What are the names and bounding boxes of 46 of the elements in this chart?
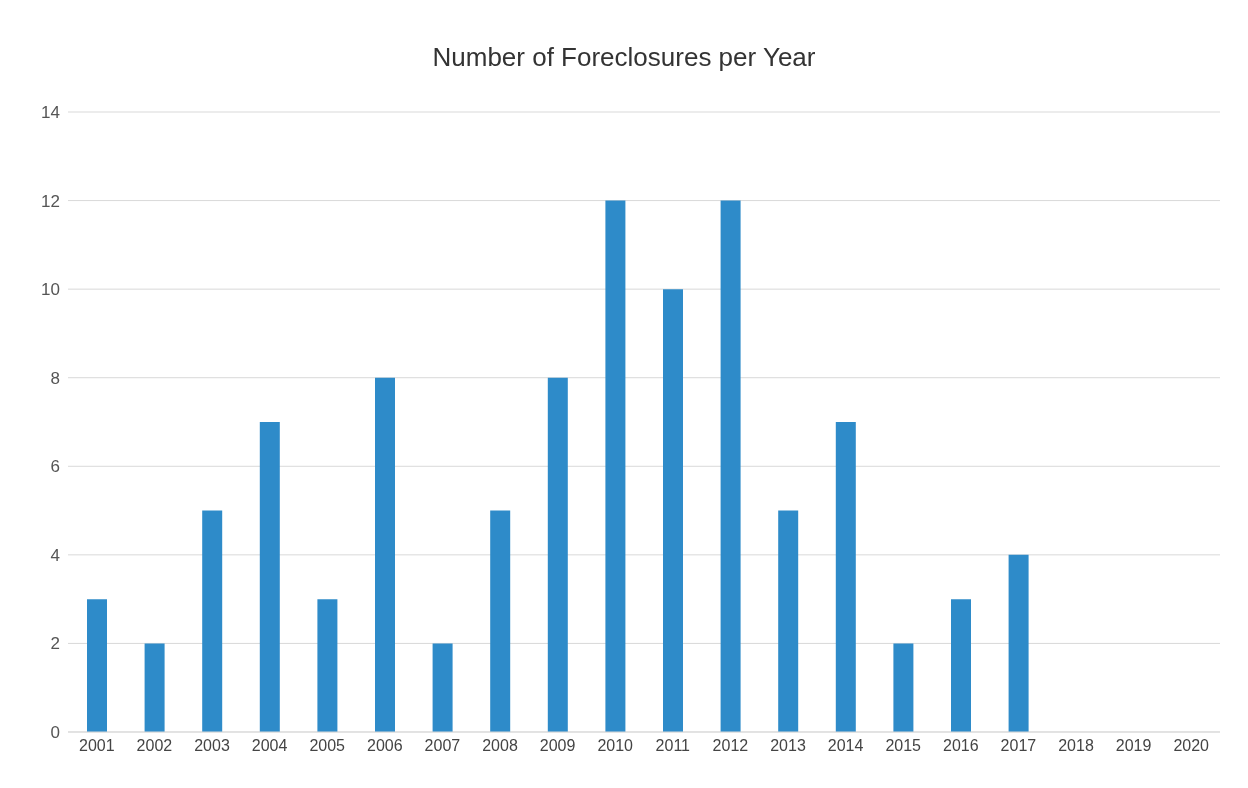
x-tick-label: 2001	[79, 737, 115, 755]
bar	[259, 422, 280, 732]
x-tick-label: 2018	[1058, 737, 1094, 755]
y-tick-label: 14	[41, 103, 60, 123]
x-tick-label: 2016	[943, 737, 979, 755]
bar	[144, 643, 165, 732]
x-tick-label: 2012	[712, 737, 749, 755]
x-tick-label: 2011	[655, 737, 691, 755]
bar	[547, 377, 568, 732]
bar	[893, 643, 914, 732]
bar	[605, 200, 626, 732]
bar	[835, 422, 856, 732]
x-tick-label: 2008	[482, 737, 518, 755]
y-tick-label: 8	[50, 368, 60, 388]
bar	[432, 643, 453, 732]
x-tick-label: 2005	[309, 737, 346, 755]
y-tick-label: 4	[50, 545, 60, 565]
bar	[1008, 554, 1029, 732]
x-tick-label: 2020	[1173, 737, 1210, 755]
y-tick-label: 12	[41, 191, 60, 211]
x-tick-label: 2006	[367, 737, 403, 755]
bar	[778, 510, 799, 732]
x-tick-label: 2013	[770, 737, 806, 755]
bar	[663, 289, 683, 732]
bar	[87, 599, 107, 732]
x-tick-label: 2009	[539, 737, 576, 755]
bar	[951, 599, 971, 732]
bar	[317, 599, 338, 732]
x-tick-label: 2017	[1000, 737, 1037, 755]
bar	[490, 510, 511, 732]
x-tick-label: 2010	[597, 737, 634, 755]
x-tick-label: 2014	[827, 737, 864, 755]
y-tick-label: 6	[50, 457, 60, 477]
x-tick-label: 2003	[194, 737, 230, 755]
x-tick-label: 2015	[885, 737, 922, 755]
bar	[375, 377, 395, 732]
bar	[720, 200, 741, 732]
x-tick-label: 2007	[424, 737, 461, 755]
chart-title: Number of Foreclosures per Year	[431, 41, 817, 74]
y-tick-label: 0	[50, 723, 60, 743]
y-tick-label: 10	[41, 280, 60, 300]
x-tick-label: 2019	[1115, 737, 1152, 755]
x-tick-label: 2002	[136, 737, 173, 755]
y-tick-label: 2	[50, 634, 60, 654]
x-tick-label: 2004	[251, 737, 288, 755]
bar	[202, 510, 223, 732]
